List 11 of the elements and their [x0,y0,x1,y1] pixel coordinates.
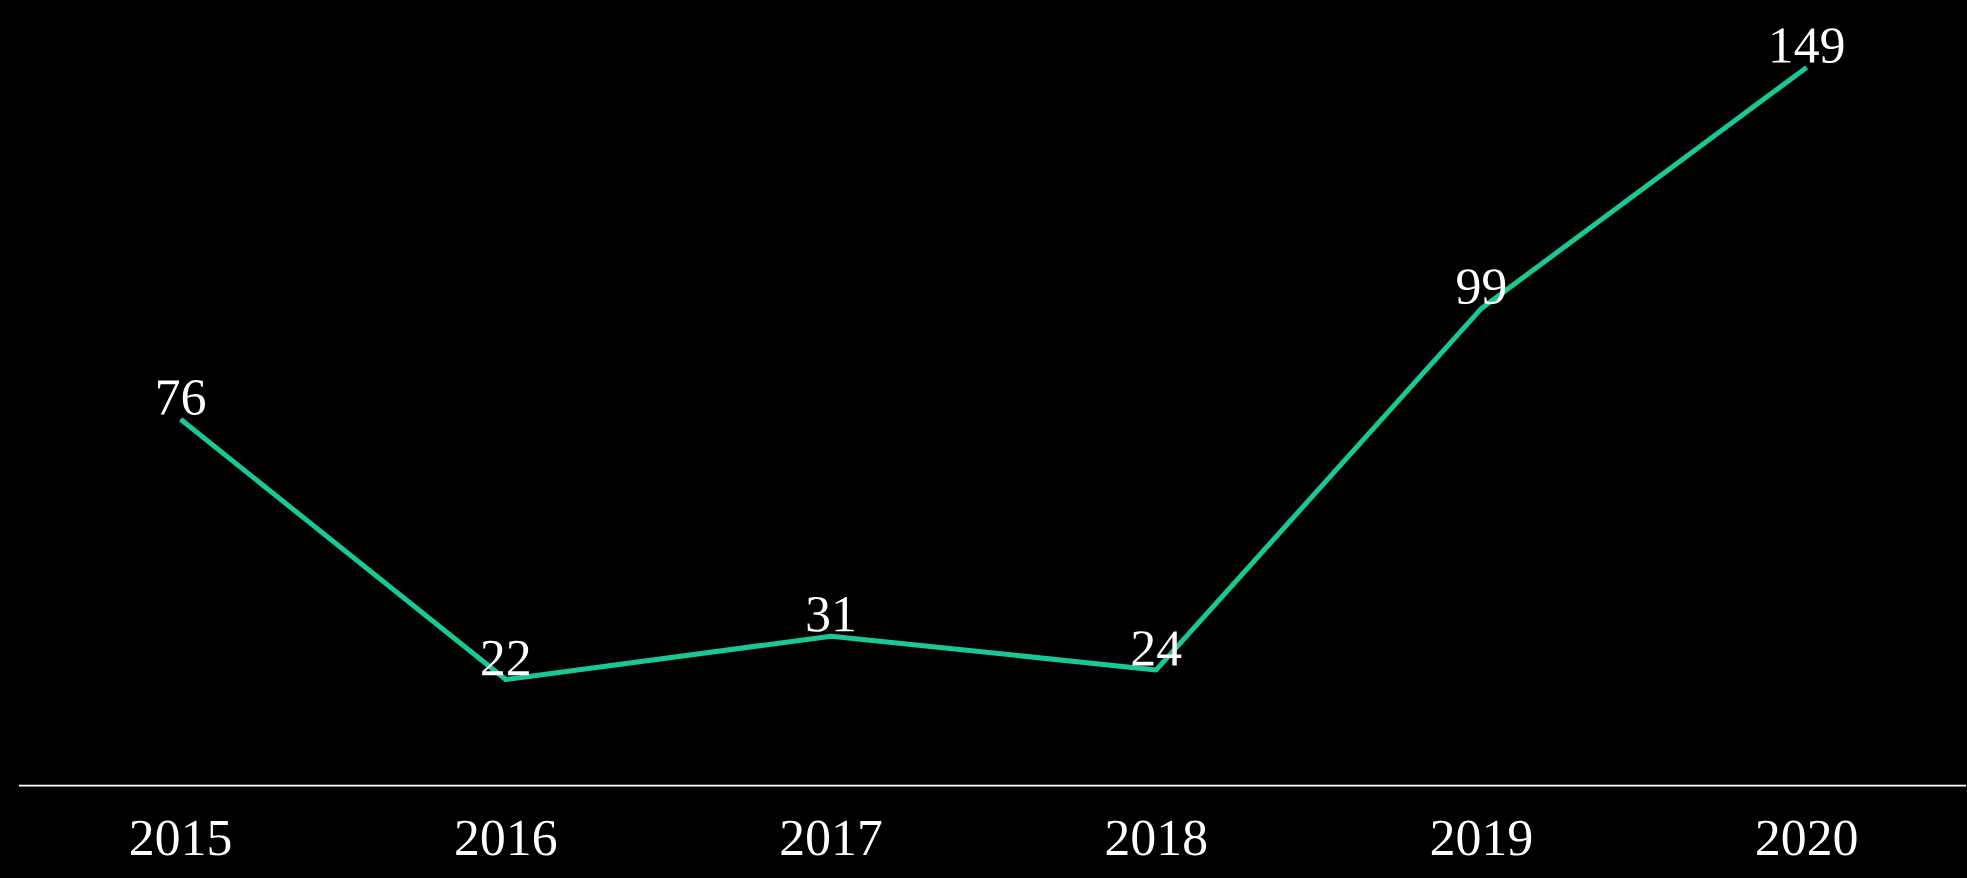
x-tick-label: 2018 [1106,820,1207,856]
data-label: 99 [1457,269,1506,304]
data-label: 76 [158,379,205,415]
x-tick-label: 2020 [1757,820,1857,856]
x-tick-label: 2019 [1431,820,1532,856]
data-label: 149 [1772,28,1844,63]
data-label: 22 [482,640,529,676]
x-tick-label: 2015 [131,820,231,856]
x-tick-label: 2016 [456,820,557,856]
x-tick-label: 2017 [781,820,882,856]
data-label: 31 [807,596,854,632]
